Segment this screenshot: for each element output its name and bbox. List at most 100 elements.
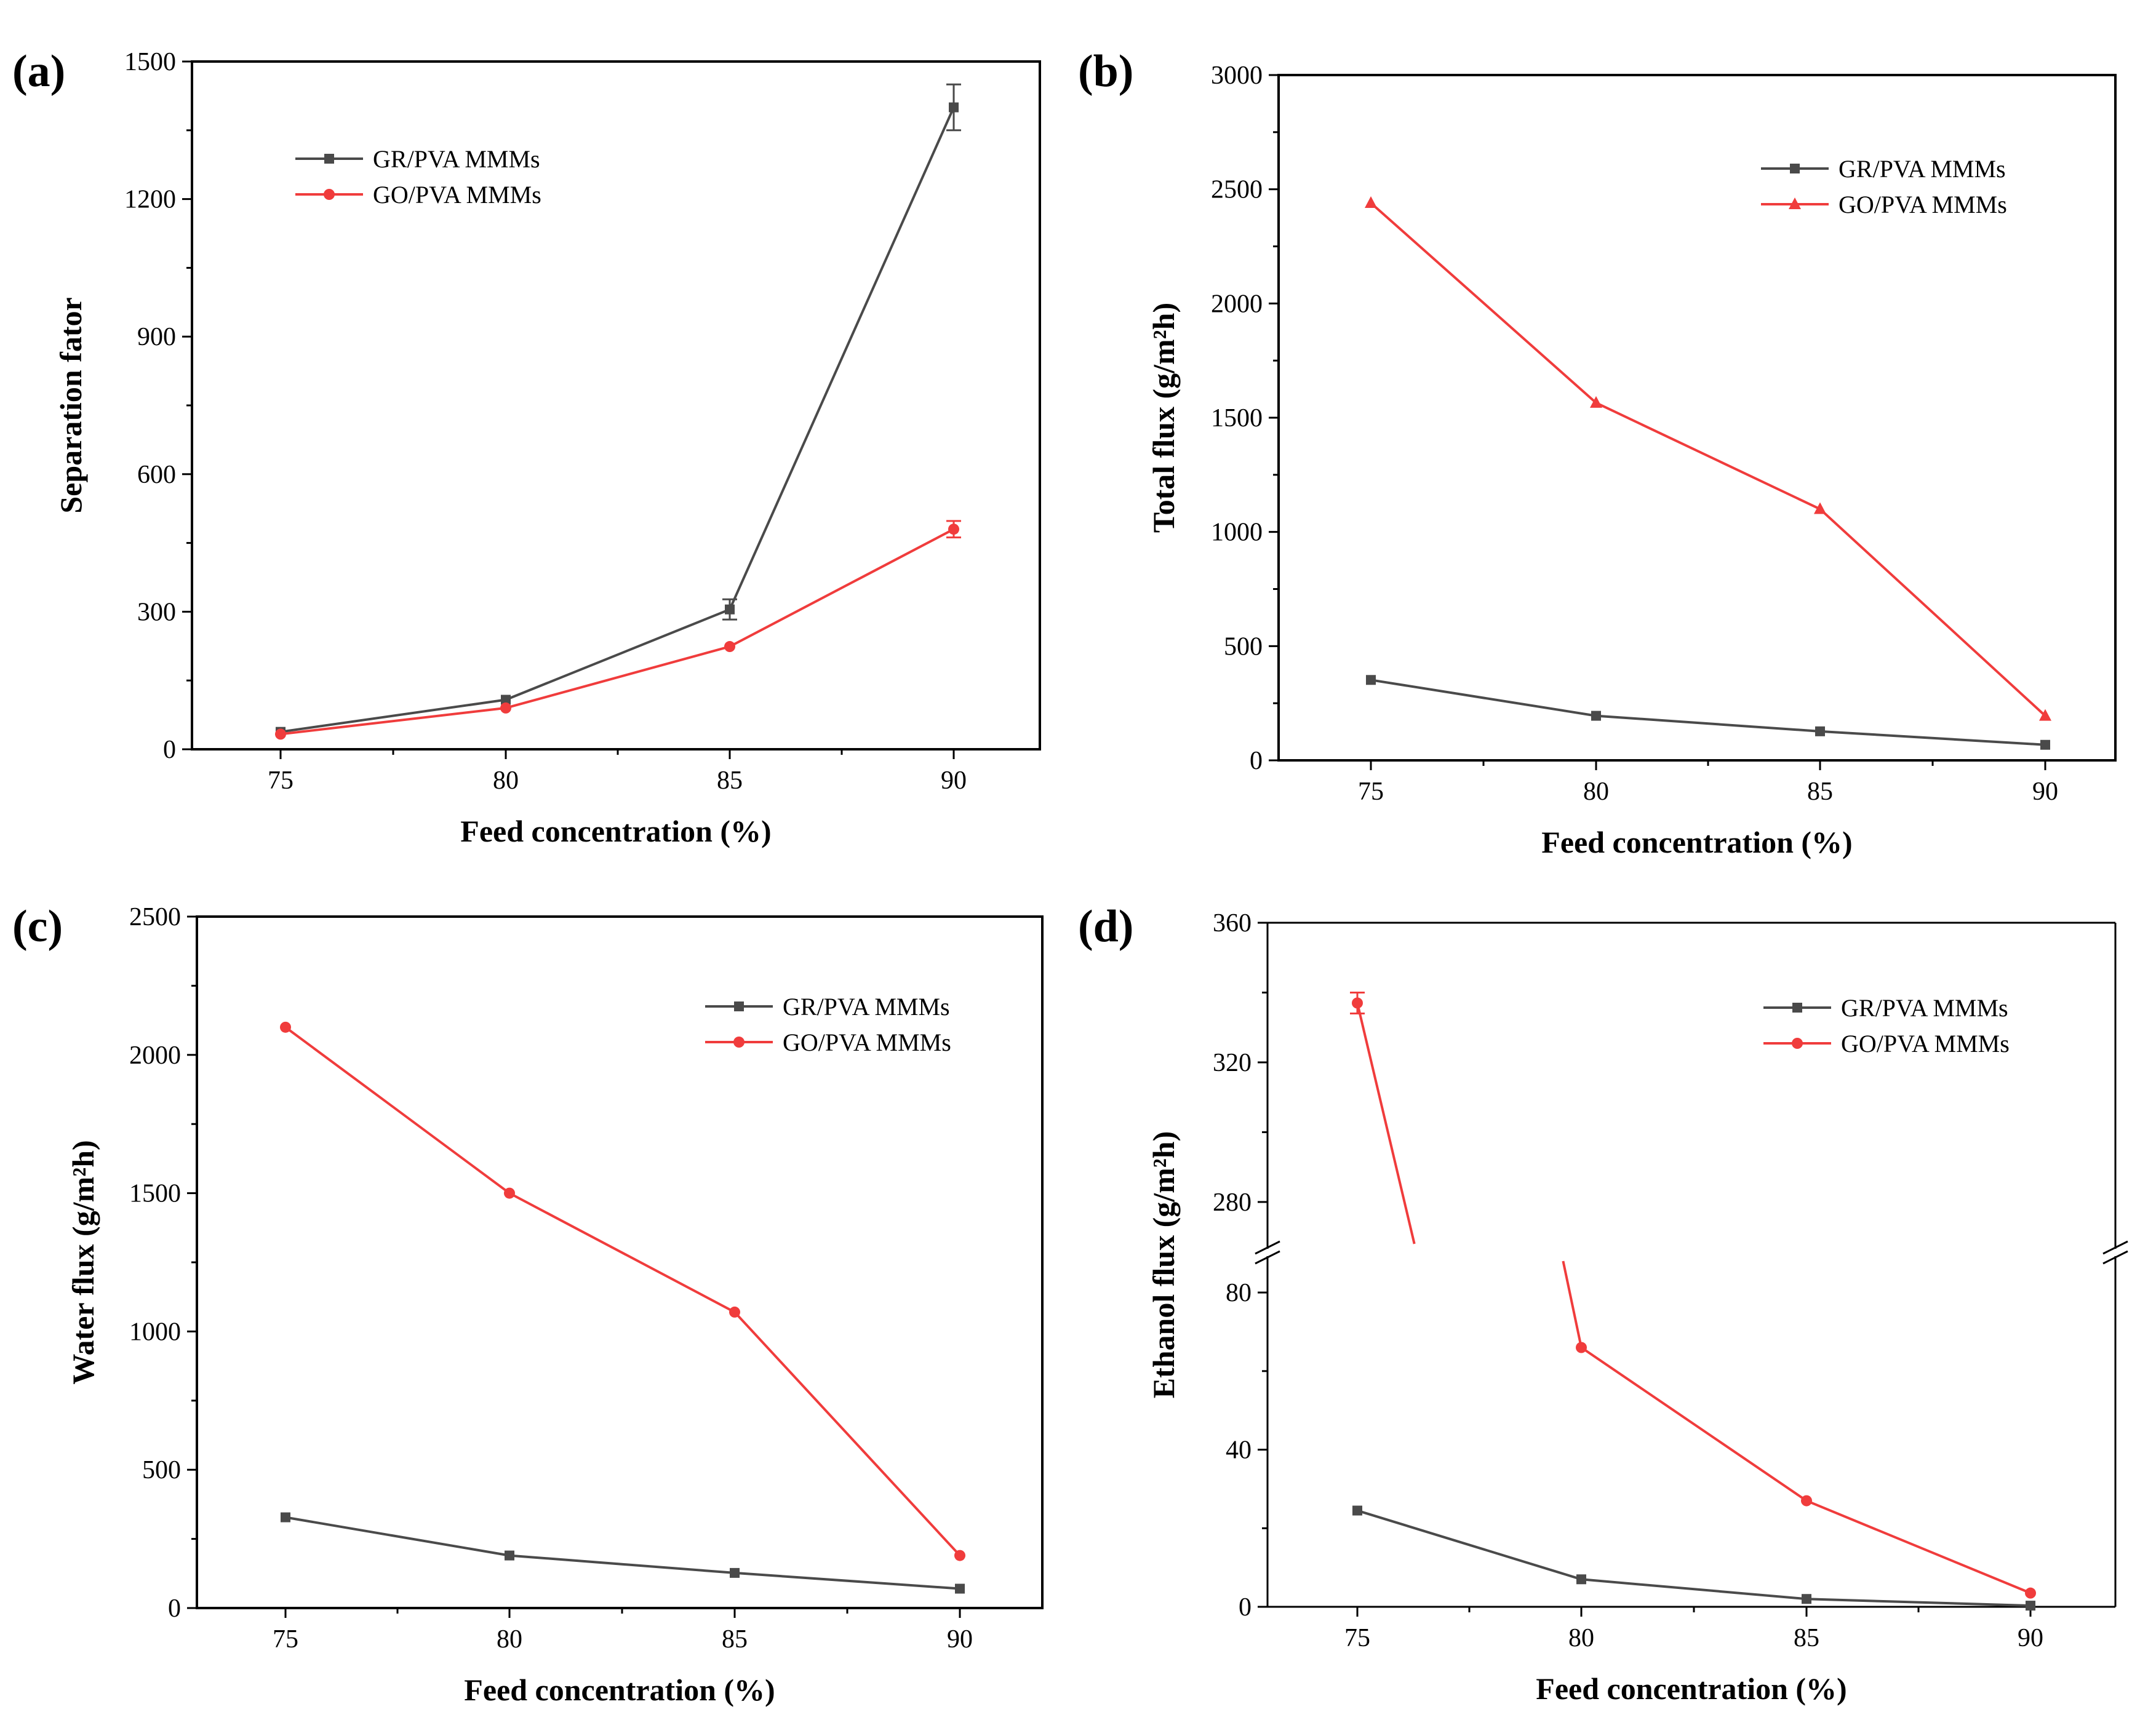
- plot-frame: [191, 60, 1041, 751]
- y-tick-label: 0: [1250, 747, 1263, 775]
- y-tick-label: 900: [137, 323, 176, 351]
- data-point: [280, 1021, 291, 1033]
- legend-marker: [733, 1037, 745, 1048]
- panel-label: (a): [12, 46, 65, 97]
- data-point: [2025, 1587, 2036, 1599]
- series-2: [280, 1021, 965, 1561]
- legend-label: GR/PVA MMMs: [783, 993, 950, 1021]
- series-line: [1357, 1509, 1582, 1581]
- y-axis-title: Ethanol flux (g/m²h): [1146, 1131, 1181, 1399]
- chart-panel-3: (c) 0 500 1000 1500 2000 2500 75 80 85 90 Feed conc…: [12, 901, 1044, 1707]
- data-point: [948, 524, 959, 535]
- x-tick-label: 85: [717, 766, 743, 795]
- data-point: [1352, 1505, 1362, 1516]
- data-point: [1365, 196, 1377, 208]
- x-tick-label: 85: [1794, 1624, 1819, 1652]
- legend: GR/PVA MMMs GO/PVA MMMs: [1763, 994, 2010, 1057]
- axis-break-mark: [1255, 1250, 1280, 1265]
- data-point: [505, 1550, 514, 1561]
- legend-label: GR/PVA MMMs: [373, 145, 540, 173]
- y-axis-title: Total flux (g/m²h): [1146, 303, 1181, 533]
- series-1: [281, 1512, 965, 1594]
- data-point: [1814, 502, 1826, 514]
- axis-break-mark: [1255, 1240, 1280, 1255]
- data-point: [1590, 396, 1602, 408]
- series-2: [1350, 991, 2036, 1599]
- legend-label: GO/PVA MMMs: [783, 1029, 951, 1056]
- y-tick-label: 1000: [1211, 519, 1263, 547]
- y-tick-label: 360: [1213, 909, 1252, 938]
- y-tick-label: 2000: [1211, 290, 1263, 318]
- series-line: [1356, 1003, 1416, 1244]
- legend-marker: [1792, 1038, 1803, 1049]
- data-point: [504, 1187, 515, 1199]
- x-tick-label: 90: [947, 1625, 973, 1654]
- data-point: [2040, 739, 2050, 750]
- x-tick-label: 80: [1568, 1624, 1594, 1652]
- series-line: [1581, 1578, 1807, 1601]
- axis-break-mark: [2102, 1240, 2128, 1255]
- x-tick-label: 80: [497, 1625, 522, 1654]
- data-point: [955, 1583, 965, 1594]
- y-tick-label: 80: [1226, 1279, 1252, 1307]
- x-tick-label: 75: [1358, 778, 1384, 806]
- x-tick-label: 90: [2032, 778, 2058, 806]
- y-tick-label: 1200: [124, 186, 176, 214]
- y-tick-label: 3000: [1211, 62, 1263, 90]
- x-tick-label: 75: [1344, 1624, 1370, 1652]
- data-point: [730, 1567, 740, 1578]
- panel-label: (d): [1078, 901, 1133, 952]
- series-line: [1806, 1499, 2031, 1595]
- data-point: [954, 1550, 965, 1561]
- data-point: [500, 702, 511, 714]
- x-tick-label: 75: [268, 766, 293, 795]
- data-point: [1801, 1495, 1812, 1507]
- x-axis-title: Feed concentration (%): [464, 1673, 775, 1707]
- y-tick-label: 1000: [129, 1318, 181, 1346]
- data-point: [729, 1306, 740, 1318]
- data-point: [1576, 1574, 1586, 1585]
- legend-marker: [324, 154, 334, 164]
- data-point: [949, 102, 959, 113]
- data-point: [2039, 709, 2051, 721]
- series-line: [280, 528, 954, 736]
- legend-label: GO/PVA MMMs: [1839, 191, 2007, 218]
- legend-marker: [1789, 197, 1801, 209]
- y-tick-label: 280: [1213, 1188, 1252, 1217]
- panel-label: (b): [1078, 46, 1133, 97]
- series-line: [285, 1516, 960, 1590]
- x-tick-label: 80: [1583, 778, 1609, 806]
- data-point: [724, 641, 735, 653]
- x-axis-title: Feed concentration (%): [1536, 1671, 1847, 1706]
- series-line: [1562, 1260, 1583, 1348]
- data-point: [501, 695, 511, 705]
- y-axis-title: Water flux (g/m²h): [66, 1140, 100, 1384]
- y-tick-label: 2500: [1211, 176, 1263, 204]
- legend-marker: [1792, 1003, 1802, 1013]
- data-point: [1352, 997, 1363, 1009]
- x-axis-title: Feed concentration (%): [460, 814, 771, 848]
- chart-panel-2: (b) 0 500 1000 1500 2000 2500 3000 75 80 85 90 Feed …: [1078, 46, 2117, 859]
- y-tick-label: 1500: [1211, 404, 1263, 432]
- y-tick-label: 600: [137, 461, 176, 489]
- chart-panel-4: (d) 0 40 80 280 320 360 75 80 85 90 Feed concentrat…: [1078, 901, 2128, 1706]
- x-tick-label: 85: [722, 1625, 748, 1654]
- data-point: [1802, 1594, 1811, 1604]
- x-tick-label: 80: [493, 766, 519, 795]
- x-tick-label: 85: [1807, 778, 1833, 806]
- y-tick-label: 300: [137, 598, 176, 626]
- legend-marker: [734, 1001, 744, 1011]
- series-line: [1370, 679, 2046, 746]
- x-tick-label: 75: [273, 1625, 298, 1654]
- data-point: [2026, 1601, 2035, 1611]
- y-tick-label: 2500: [129, 903, 181, 931]
- x-tick-label: 90: [941, 766, 967, 795]
- data-point: [1815, 726, 1825, 736]
- legend-label: GO/PVA MMMs: [373, 181, 541, 209]
- y-tick-label: 500: [1224, 632, 1263, 661]
- data-point: [725, 604, 735, 615]
- legend-marker: [1790, 164, 1800, 173]
- series-line: [1580, 1346, 1808, 1502]
- x-tick-label: 90: [2018, 1624, 2043, 1652]
- legend: GR/PVA MMMs GO/PVA MMMs: [705, 993, 951, 1056]
